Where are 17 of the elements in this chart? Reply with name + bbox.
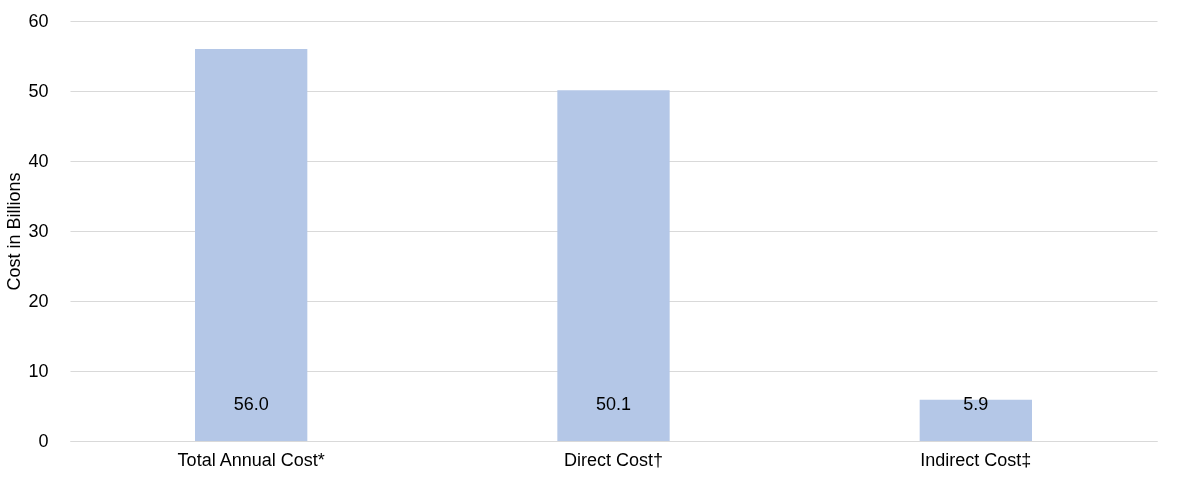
data-label: 50.1 <box>595 394 632 414</box>
data-label: 5.9 <box>963 394 989 414</box>
x-tick-label: Direct Cost† <box>563 449 664 470</box>
y-tick-label: 20 <box>28 290 49 311</box>
bar <box>557 90 670 441</box>
x-tick-label: Total Annual Cost* <box>177 449 325 470</box>
y-tick-label: 50 <box>28 80 49 101</box>
bar <box>919 399 1032 441</box>
y-tick-label: 0 <box>38 430 49 451</box>
y-axis-title: Cost in Billions <box>4 172 25 291</box>
y-tick-label: 30 <box>28 220 49 241</box>
data-label: 56.0 <box>233 394 269 414</box>
bar <box>195 49 308 441</box>
y-tick-label: 60 <box>28 10 49 31</box>
y-tick-label: 40 <box>28 150 49 171</box>
x-tick-label: Indirect Cost‡ <box>920 449 1032 470</box>
y-tick-label: 10 <box>28 360 49 381</box>
